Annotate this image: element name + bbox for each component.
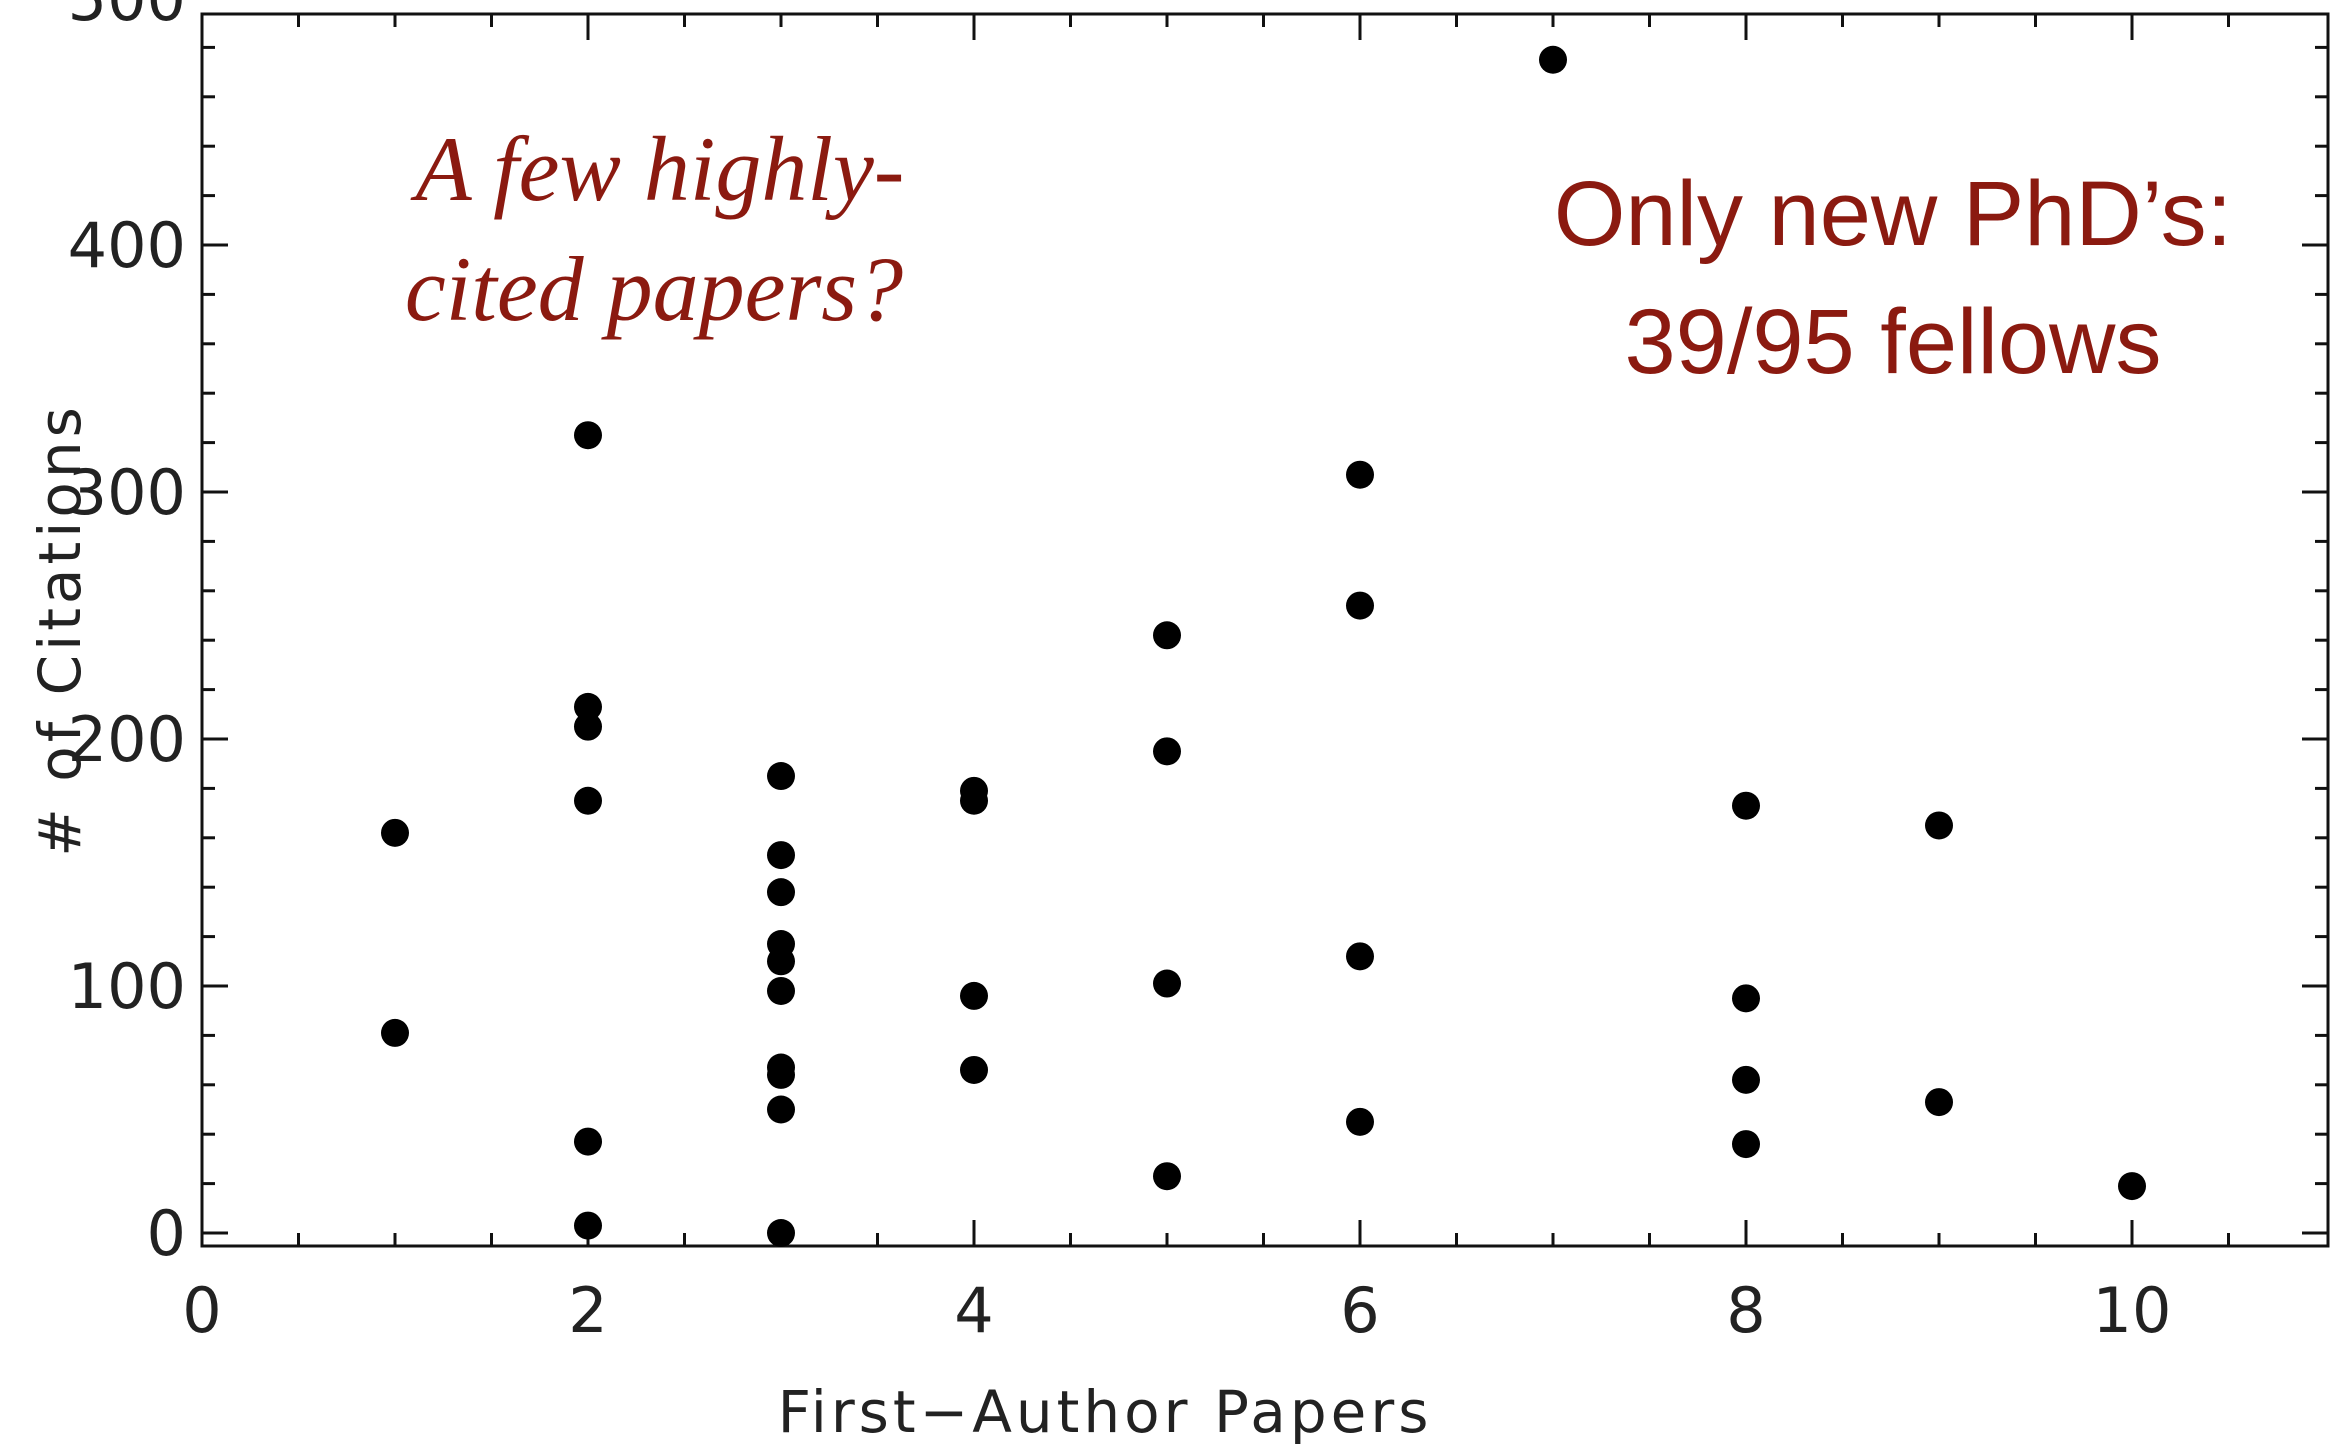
y-tick-label: 400 (68, 209, 186, 282)
x-tick-label: 10 (2093, 1274, 2172, 1347)
data-point (1153, 1162, 1181, 1191)
data-point (767, 878, 795, 907)
data-point (1925, 811, 1953, 840)
annotation-highly-cited-line: A few highly- (410, 118, 905, 220)
data-point (1732, 1130, 1760, 1159)
x-tick-label: 2 (568, 1274, 607, 1347)
y-tick-label: 200 (68, 703, 186, 776)
data-point (574, 1211, 602, 1240)
data-point (381, 818, 409, 847)
x-tick-label: 8 (1726, 1274, 1765, 1347)
data-point (767, 1095, 795, 1124)
y-tick-label: 100 (68, 950, 186, 1023)
data-point (767, 841, 795, 870)
data-point (574, 692, 602, 721)
data-point (960, 981, 988, 1010)
x-tick-label: 4 (954, 1274, 993, 1347)
annotation-new-phds-line: 39/95 fellows (1625, 291, 2162, 393)
axes (200, 12, 2330, 1248)
data-point (2118, 1172, 2146, 1201)
data-point (1346, 1107, 1374, 1136)
chart-text: 02468100100200300400500First−Author Pape… (26, 0, 2232, 1446)
data-point (767, 1219, 795, 1247)
data-point (767, 976, 795, 1005)
data-point (1925, 1088, 1953, 1117)
data-points (381, 45, 2146, 1247)
data-point (1346, 591, 1374, 620)
y-tick-label: 0 (147, 1197, 186, 1270)
y-tick-label: 500 (68, 0, 186, 35)
data-point (767, 762, 795, 791)
data-point (574, 712, 602, 741)
data-point (1153, 969, 1181, 998)
data-point (1732, 791, 1760, 820)
data-point (1539, 45, 1567, 74)
y-tick-label: 300 (68, 456, 186, 529)
x-tick-label: 0 (182, 1274, 221, 1347)
data-point (574, 786, 602, 815)
data-point (960, 1055, 988, 1084)
x-axis-title: First−Author Papers (778, 1378, 1433, 1446)
data-point (1153, 737, 1181, 766)
data-point (767, 947, 795, 976)
annotation-new-phds-line: Only new PhD’s: (1554, 163, 2232, 265)
data-point (1153, 621, 1181, 650)
data-point (381, 1018, 409, 1047)
data-point (767, 1060, 795, 1089)
x-tick-label: 6 (1340, 1274, 1379, 1347)
data-point (960, 786, 988, 815)
data-point (574, 421, 602, 450)
data-point (1732, 1065, 1760, 1094)
y-axis-title: # of Citations (26, 403, 94, 857)
data-point (574, 1127, 602, 1156)
data-point (1346, 942, 1374, 971)
data-point (1346, 460, 1374, 489)
data-point (1732, 984, 1760, 1013)
annotation-highly-cited-line: cited papers? (405, 238, 903, 340)
